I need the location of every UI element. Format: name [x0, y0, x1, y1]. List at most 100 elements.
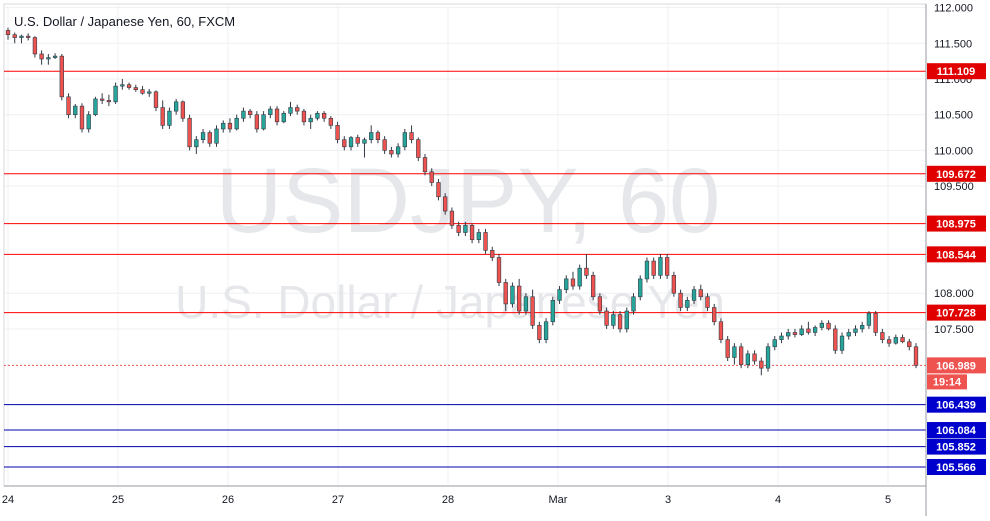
- candle-body: [362, 139, 367, 144]
- candle-body: [718, 321, 724, 340]
- candle-body: [577, 267, 582, 287]
- candle-body: [597, 296, 603, 312]
- candle-body: [288, 107, 293, 114]
- candle-body: [490, 250, 495, 258]
- candle-body: [160, 107, 165, 126]
- candle-body: [241, 110, 246, 119]
- last-price-label: 106.989: [936, 360, 976, 372]
- candle-body: [147, 91, 152, 94]
- candle-body: [315, 112, 320, 119]
- candle-body: [200, 132, 206, 140]
- candle-body: [207, 132, 212, 144]
- x-tick-label: 4: [775, 494, 781, 506]
- candle-body: [268, 108, 273, 115]
- candle-body: [214, 128, 219, 144]
- resistance-label-bg: [927, 215, 986, 232]
- candle-body: [664, 257, 670, 276]
- x-tick-label: 5: [885, 494, 891, 506]
- candle-body: [806, 328, 811, 333]
- support-label-bg: [927, 459, 986, 476]
- candle-body: [409, 132, 414, 140]
- candle-body: [510, 285, 515, 305]
- candle-body: [100, 98, 105, 101]
- candle-body: [826, 322, 831, 330]
- x-tick-label: 28: [442, 494, 454, 506]
- candle-body: [476, 232, 481, 240]
- candle-body: [140, 89, 145, 94]
- candle-body: [786, 332, 791, 337]
- candle-body: [604, 310, 609, 326]
- price-levels: [4, 70, 926, 468]
- candle-body: [799, 328, 804, 335]
- candle-body: [644, 260, 650, 280]
- y-tick-label: 111.500: [934, 38, 972, 50]
- x-tick-label: 26: [222, 494, 234, 506]
- candle-body: [584, 267, 589, 276]
- candle-body: [591, 275, 596, 298]
- candle-body: [19, 35, 24, 38]
- candle-body: [120, 84, 125, 87]
- candle-body: [382, 139, 387, 151]
- candle-body: [725, 339, 730, 358]
- candle-body: [180, 101, 186, 119]
- support-label: 106.439: [936, 400, 976, 412]
- candle-body: [422, 157, 428, 173]
- candle-body: [26, 35, 31, 38]
- candle-body: [550, 300, 555, 323]
- candle-body: [348, 137, 354, 148]
- candle-body: [765, 346, 771, 369]
- candle-body: [194, 139, 199, 148]
- y-tick-label: 107.500: [934, 324, 974, 336]
- resistance-label: 107.728: [936, 308, 976, 320]
- candle-body: [866, 312, 872, 326]
- resistance-label-bg: [927, 304, 986, 321]
- watermark: USDJPY, 60 U.S. Dollar / Japanese Yen: [175, 150, 725, 328]
- axis-labels: 111.109 109.672 108.975 108.544 107.728 106.4…: [927, 63, 986, 476]
- y-tick-label: 110.500: [934, 110, 973, 122]
- countdown-bg: [927, 374, 967, 390]
- y-tick-label: 110.000: [934, 145, 973, 157]
- resistance-label: 108.544: [936, 249, 977, 261]
- candle-body: [873, 312, 878, 333]
- candle-body: [893, 337, 898, 344]
- candle-body: [617, 314, 623, 330]
- candle-body: [658, 257, 663, 276]
- candle-body: [557, 289, 562, 301]
- candle-body: [624, 310, 629, 330]
- candle-body: [167, 110, 172, 126]
- candle-body: [227, 122, 233, 130]
- candle-body: [79, 105, 85, 130]
- candle-body: [86, 114, 91, 130]
- candle-body: [819, 322, 824, 328]
- candle-body: [463, 225, 468, 233]
- resistance-label-bg: [927, 246, 986, 263]
- candle-body: [295, 107, 300, 112]
- candle-body: [321, 112, 327, 119]
- candle-body: [638, 278, 643, 298]
- candle-body: [106, 100, 112, 103]
- resistance-label: 109.672: [936, 169, 976, 181]
- candle-body: [247, 110, 253, 115]
- candle-body: [523, 296, 529, 312]
- candle-body: [39, 53, 44, 60]
- candle-body: [402, 132, 407, 148]
- x-tick-label: 24: [2, 494, 14, 506]
- candle-body: [833, 328, 838, 351]
- candle-body: [752, 353, 757, 362]
- countdown-label: 19:14: [933, 376, 962, 388]
- candle-body: [543, 321, 549, 340]
- candle-body: [792, 332, 798, 335]
- y-tick-label: 109.500: [934, 181, 974, 193]
- candle-body: [738, 346, 744, 365]
- candle-body: [503, 282, 508, 305]
- candle-body: [301, 110, 307, 123]
- candle-body: [772, 339, 777, 348]
- candle-body: [73, 105, 78, 115]
- candle-body: [678, 292, 683, 308]
- candle-body: [328, 117, 333, 126]
- candle-body: [12, 34, 17, 38]
- candle-body: [52, 55, 58, 58]
- candle-body: [355, 137, 360, 144]
- resistance-label: 111.109: [937, 66, 976, 78]
- candle-body: [416, 139, 421, 158]
